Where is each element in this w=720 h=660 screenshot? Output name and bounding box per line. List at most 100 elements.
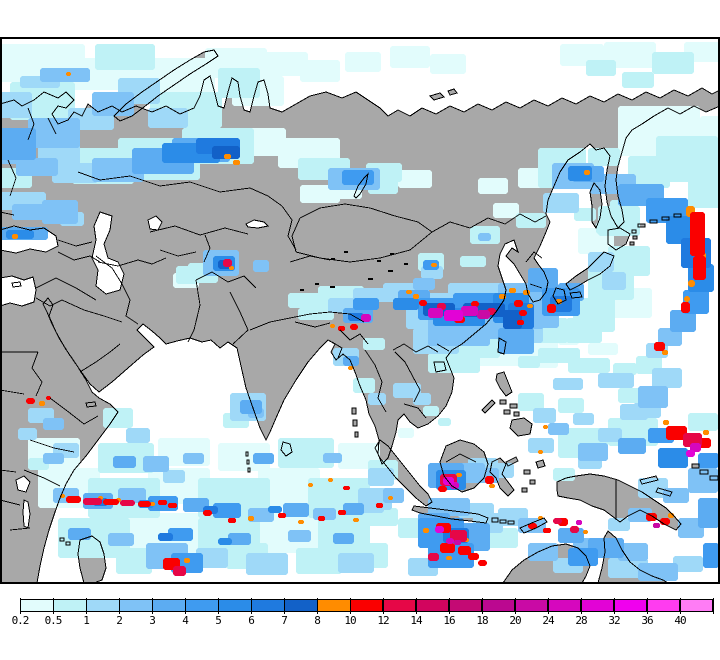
- precip-cell: [116, 548, 152, 574]
- colorbar-segment-15: [515, 600, 549, 611]
- colorbar-tick-mark: [581, 598, 582, 614]
- precip-cell: [618, 543, 648, 561]
- colorbar-segment-5: [185, 600, 219, 611]
- precip-cell: [308, 483, 313, 487]
- precip-cell: [138, 501, 151, 507]
- colorbar-tick-mark: [185, 598, 186, 614]
- colorbar-tick-label: 5: [215, 614, 222, 627]
- precip-cell: [670, 310, 696, 332]
- precip-cell: [300, 60, 340, 82]
- colorbar-segment-18: [614, 600, 648, 611]
- precip-cell: [18, 428, 37, 440]
- precip-cell: [52, 163, 98, 183]
- colorbar-tick-label: 1: [83, 614, 90, 627]
- colorbar-segment-0: [21, 600, 54, 611]
- precip-cell: [108, 533, 134, 546]
- precip-cell: [143, 456, 169, 472]
- precip-cell: [183, 453, 204, 464]
- precip-cell: [68, 528, 91, 540]
- precip-cell: [690, 212, 705, 256]
- precip-cell: [413, 294, 419, 299]
- precip-cell: [342, 170, 374, 185]
- precip-cell: [454, 540, 461, 545]
- precip-cell: [446, 538, 454, 544]
- precip-cell: [248, 516, 254, 521]
- precip-cell: [180, 96, 216, 114]
- precip-cell: [471, 301, 479, 307]
- precip-cell: [383, 488, 404, 503]
- precip-cell: [703, 543, 719, 568]
- precip-cell: [638, 386, 668, 408]
- precip-cell: [509, 288, 516, 293]
- precip-cell: [698, 453, 719, 468]
- precip-cell: [28, 118, 80, 148]
- colorbar-tick-label: 7: [281, 614, 288, 627]
- precip-cell: [398, 428, 414, 438]
- colorbar-segment-16: [548, 600, 582, 611]
- precip-cell: [548, 423, 569, 435]
- colorbar-tick-mark: [20, 598, 21, 614]
- precip-cell: [46, 396, 51, 400]
- precip-cell: [686, 450, 695, 457]
- colorbar-tick-label: 0.2: [11, 614, 30, 627]
- precip-cell: [527, 304, 533, 308]
- precip-cell: [498, 328, 534, 354]
- precip-cell: [628, 508, 652, 522]
- colorbar-tick-mark: [713, 598, 714, 614]
- precip-cell: [652, 52, 694, 74]
- precip-cell: [688, 166, 720, 208]
- precip-cell: [12, 234, 18, 239]
- precip-cell: [602, 272, 626, 290]
- precip-cell: [361, 314, 371, 322]
- precip-cell: [283, 503, 309, 517]
- precip-cell: [323, 453, 342, 463]
- precip-cell: [517, 320, 524, 325]
- precip-cell: [150, 502, 155, 506]
- colorbar-tick-mark: [614, 598, 615, 614]
- precip-cell: [438, 418, 451, 426]
- precip-cell: [296, 548, 342, 574]
- colorbar-tick-mark: [218, 598, 219, 614]
- precip-cell: [688, 413, 718, 431]
- precip-cell: [543, 425, 548, 429]
- precip-cell: [376, 503, 383, 508]
- precip-cell: [528, 543, 558, 561]
- precip-cell: [553, 378, 583, 390]
- precip-cell: [0, 92, 32, 118]
- precip-cell: [218, 538, 232, 545]
- precip-cell: [583, 530, 588, 534]
- precip-cell: [586, 60, 616, 76]
- precip-cell: [358, 498, 384, 513]
- precip-cell: [343, 503, 364, 515]
- precip-cell: [268, 506, 282, 513]
- precip-cell: [224, 154, 231, 159]
- precip-cell: [390, 46, 430, 68]
- precip-cell: [478, 233, 491, 241]
- precip-cell: [658, 448, 688, 468]
- precip-cell: [523, 290, 530, 295]
- colorbar-tick-mark: [449, 598, 450, 614]
- precip-cell: [113, 456, 136, 468]
- precip-cell: [176, 266, 198, 284]
- precip-cell: [66, 496, 81, 503]
- precip-cell: [598, 206, 640, 236]
- precip-cell: [598, 428, 622, 442]
- precip-cell: [388, 496, 393, 500]
- precip-cell: [485, 476, 494, 484]
- precip-cell: [338, 553, 374, 573]
- colorbar-tick-mark: [152, 598, 153, 614]
- precip-cell: [547, 304, 556, 313]
- precip-cell: [574, 208, 596, 221]
- colorbar-tick-label: 40: [674, 614, 686, 627]
- precip-cell: [588, 343, 618, 355]
- precip-cell: [518, 356, 540, 368]
- precip-cell: [398, 518, 424, 538]
- precip-cell: [413, 278, 435, 290]
- precip-cell: [350, 324, 358, 330]
- precip-cell: [423, 406, 439, 416]
- precip-cell: [568, 166, 592, 181]
- precip-cell: [229, 266, 234, 270]
- precip-cell: [213, 503, 241, 518]
- colorbar-segment-19: [647, 600, 681, 611]
